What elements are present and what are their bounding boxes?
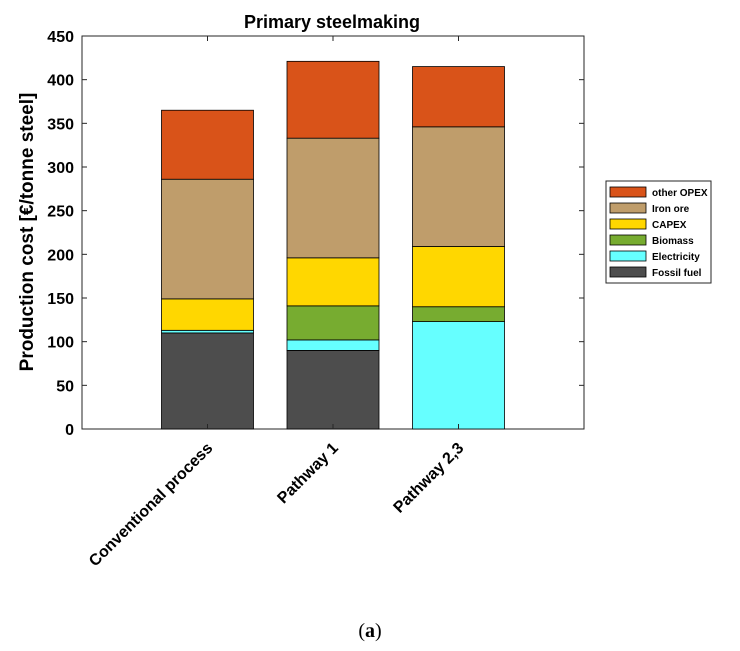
legend-label: Iron ore	[652, 204, 690, 215]
chart: Primary steelmaking Production cost [€/t…	[17, 12, 712, 570]
bar-segment	[161, 298, 254, 331]
y-tick-label: 200	[47, 247, 74, 264]
legend-label: Electricity	[652, 252, 700, 263]
bar-segment	[286, 137, 380, 259]
legend-swatch	[609, 218, 647, 230]
caption-close: )	[375, 620, 382, 642]
caption-open: (	[358, 620, 365, 642]
legend-label: other OPEX	[652, 188, 708, 199]
caption-letter: a	[365, 620, 375, 642]
bar-segment	[161, 178, 254, 300]
legend-box	[605, 180, 712, 284]
x-category-label: Conventional process	[86, 440, 216, 570]
y-tick-label: 50	[56, 378, 74, 395]
legend-swatch	[609, 186, 647, 198]
chart-title: Primary steelmaking	[244, 12, 420, 32]
bar-segment	[161, 109, 254, 180]
y-tick-label: 0	[65, 422, 74, 439]
x-category-label: Pathway 2,3	[391, 440, 468, 517]
bar-segment	[286, 305, 380, 341]
legend-swatch	[609, 266, 647, 278]
figure-caption: (a)	[0, 620, 740, 643]
bar-segment	[412, 66, 505, 128]
y-tick-label: 250	[47, 204, 74, 221]
bar-segment	[412, 321, 505, 430]
bar-segment	[286, 339, 380, 351]
bar-segment	[286, 349, 380, 430]
y-tick-label: 400	[47, 73, 74, 90]
legend-label: Fossil fuel	[652, 268, 702, 279]
legend-swatch	[609, 234, 647, 246]
legend-label: Biomass	[652, 236, 694, 247]
y-tick-label: 350	[47, 116, 74, 133]
bar-segment	[286, 257, 380, 307]
legend-label: CAPEX	[652, 220, 687, 231]
legend-swatch	[609, 202, 647, 214]
bar-segment	[412, 246, 505, 308]
y-tick-label: 150	[47, 291, 74, 308]
bar-segment	[161, 332, 254, 430]
bar-segment	[412, 306, 505, 322]
y-tick-label: 450	[47, 29, 74, 46]
legend: other OPEX Iron ore CAPEX Biomass Electricit…	[605, 180, 712, 284]
y-tick-label: 300	[47, 160, 74, 177]
legend-swatch	[609, 250, 647, 262]
bar-segment	[412, 126, 505, 247]
y-tick-label: 100	[47, 335, 74, 352]
bar-segment	[286, 60, 380, 139]
plot-area: 0 50 100 150 200 250 300 350 400 450 Conventional …	[47, 29, 585, 570]
x-category-label: Pathway 1	[274, 440, 341, 507]
y-axis-label: Production cost [€/tonne steel]	[17, 93, 38, 372]
